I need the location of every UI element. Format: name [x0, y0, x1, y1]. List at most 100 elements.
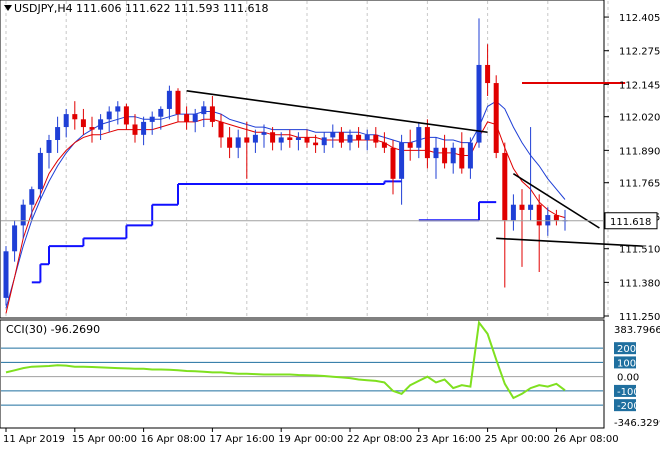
candle [141, 116, 147, 146]
candle [244, 121, 250, 179]
price-tick-label: 112.275 [619, 47, 660, 58]
candle [55, 116, 61, 153]
candles[interactable] [3, 18, 568, 306]
cci-label: CCI(30) -96.2690 [6, 323, 100, 336]
candle-body [184, 114, 190, 122]
candle-body [149, 116, 155, 122]
candle-body [424, 127, 430, 159]
candle-body [106, 111, 112, 120]
candle [502, 142, 508, 288]
candle-body [476, 64, 482, 143]
dropdown-arrow-icon[interactable] [4, 5, 12, 11]
cci-level-label: 100 [617, 358, 636, 369]
candle [536, 194, 542, 272]
time-label: 26 Apr 08:00 [553, 434, 618, 445]
candle [476, 18, 482, 148]
candle [321, 132, 327, 153]
candle [227, 127, 233, 159]
candle [330, 124, 336, 148]
candle [261, 124, 267, 148]
candle [98, 114, 104, 140]
candle-body [63, 114, 69, 128]
candle-body [166, 90, 172, 109]
candle [115, 101, 121, 125]
candle-body [37, 152, 43, 190]
candle [158, 106, 164, 130]
candle-body [399, 142, 405, 179]
symbol-title: USDJPY,H4 [14, 2, 73, 15]
price-panel[interactable] [0, 0, 643, 319]
candle-body [20, 204, 26, 226]
candle [252, 129, 258, 153]
candle-body [115, 106, 121, 112]
cci-min-label: -346.3299 [614, 418, 660, 429]
candle [390, 140, 396, 195]
price-tick-label: 111.250 [619, 312, 660, 323]
candle [381, 132, 387, 153]
candle-body [287, 137, 293, 140]
candle [364, 129, 370, 151]
time-label: 16 Apr 08:00 [141, 434, 206, 445]
candle-body [519, 204, 525, 210]
candle [37, 147, 43, 200]
cci-level-box [614, 342, 636, 355]
price-tick-label: 112.405 [619, 13, 660, 24]
price-tick-label: 111.890 [619, 146, 660, 157]
candle [123, 103, 129, 130]
candle-body [80, 119, 86, 128]
cci-level-box [614, 384, 636, 397]
candle-body [536, 204, 542, 226]
candle-body [158, 108, 164, 117]
candle-body [510, 204, 516, 221]
candle-body [390, 147, 396, 179]
candle-body [356, 134, 362, 140]
time-label: 19 Apr 00:00 [278, 434, 343, 445]
time-label: 17 Apr 16:00 [209, 434, 274, 445]
candle [356, 127, 362, 148]
candle [218, 114, 224, 148]
candle [149, 111, 155, 135]
candle-body [175, 90, 181, 115]
price-tick-label: 111.380 [619, 278, 660, 289]
candle [373, 127, 379, 148]
candle [459, 132, 465, 174]
candle-body [321, 137, 327, 146]
candle [235, 129, 241, 159]
candle [407, 129, 413, 161]
price-panel-border [0, 0, 605, 319]
candle [80, 108, 86, 135]
candle-body [192, 114, 198, 122]
candle [313, 134, 319, 153]
candle-body [442, 147, 448, 164]
cci-panel[interactable]: CCI(30) -96.2690 [0, 319, 605, 429]
time-label: 11 Apr 2019 [3, 434, 65, 445]
candle [287, 129, 293, 148]
price-axis: 112.405 112.275 112.145 112.020 111.890 111.7… [604, 13, 660, 323]
candle-body [123, 106, 129, 125]
candle-body [295, 137, 301, 140]
candle-body [528, 204, 534, 210]
current-price-box [604, 212, 658, 230]
candle-body [3, 251, 9, 298]
candle-body [209, 106, 215, 122]
candle-body [252, 134, 258, 143]
candle-body [330, 132, 336, 138]
candle-body [141, 121, 147, 135]
candle-body [545, 215, 551, 226]
candle [347, 129, 353, 151]
trendline [496, 237, 643, 247]
ohlc-readout: 111.606 111.622 111.593 111.618 [76, 2, 269, 15]
candle [433, 137, 439, 179]
drawn-objects[interactable] [1, 82, 643, 247]
candle [106, 106, 112, 133]
candle-body [218, 121, 224, 138]
cci-level-label: -200 [617, 401, 640, 412]
candle-body [261, 132, 267, 135]
candle-body [338, 132, 344, 143]
candle [295, 132, 301, 151]
candle [166, 85, 172, 120]
candle [424, 119, 430, 169]
candle [63, 108, 69, 138]
cci-line[interactable] [5, 319, 566, 400]
